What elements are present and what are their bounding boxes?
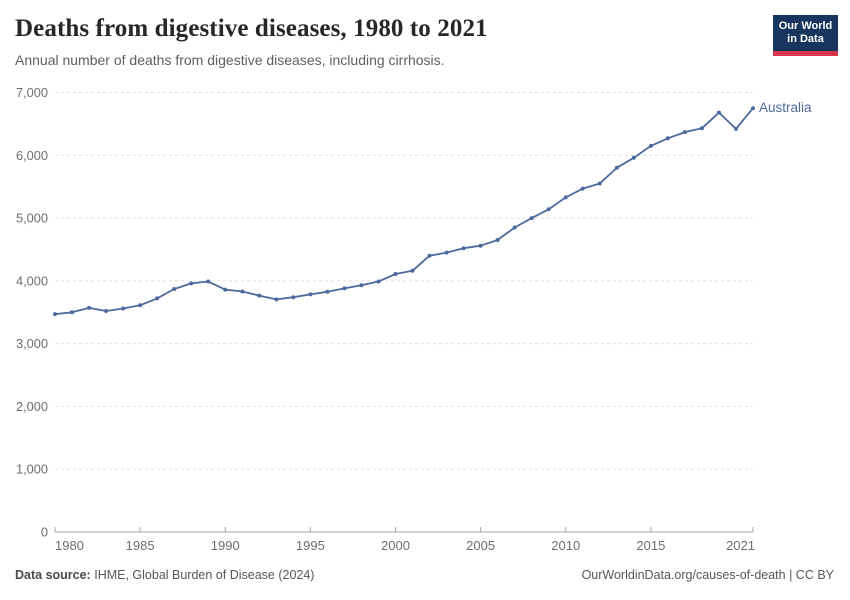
- data-point-marker: [665, 136, 670, 141]
- page-title: Deaths from digestive diseases, 1980 to …: [15, 15, 488, 42]
- australia-line-series: [54, 107, 754, 315]
- data-point-marker: [257, 293, 262, 298]
- x-tick-label: 1985: [126, 538, 155, 553]
- y-tick-label: 2,000: [16, 399, 48, 414]
- data-point-marker: [104, 309, 109, 313]
- data-point-marker: [342, 286, 347, 291]
- data-point-marker: [461, 246, 466, 251]
- x-tick-label: 2021: [726, 538, 755, 553]
- chart-header: Deaths from digestive diseases, 1980 to …: [15, 14, 838, 70]
- data-point-marker: [734, 126, 738, 131]
- credit-link[interactable]: OurWorldinData.org/causes-of-death | CC …: [581, 568, 834, 582]
- data-point-marker: [121, 306, 126, 311]
- data-point-marker: [87, 305, 91, 310]
- page-subtitle: Annual number of deaths from digestive d…: [15, 52, 445, 68]
- data-point-marker: [495, 238, 500, 242]
- data-point-marker: [648, 143, 653, 148]
- data-source-label: Data source:: [15, 568, 91, 582]
- data-point-marker: [376, 279, 381, 284]
- data-point-marker: [546, 207, 551, 212]
- data-point-marker: [206, 279, 211, 284]
- data-point-marker: [138, 303, 143, 308]
- x-tick-label: 2010: [551, 538, 580, 553]
- data-point-marker: [291, 295, 296, 300]
- data-point-marker: [751, 106, 755, 111]
- data-point-marker: [155, 296, 160, 301]
- data-point-marker: [359, 283, 364, 288]
- y-tick-label: 4,000: [16, 273, 48, 288]
- data-point-marker: [53, 312, 57, 317]
- data-point-marker: [189, 281, 194, 286]
- data-point-marker: [274, 297, 279, 302]
- data-point-marker: [444, 250, 449, 255]
- data-point-marker: [478, 243, 483, 248]
- y-tick-label: 6,000: [16, 148, 48, 163]
- chart-footer: Data source: IHME, Global Burden of Dise…: [15, 568, 834, 582]
- x-tick-label: 1980: [55, 538, 84, 553]
- data-point-marker: [325, 289, 330, 294]
- owid-logo[interactable]: Our World in Data: [773, 15, 838, 56]
- data-point-marker: [614, 165, 619, 170]
- data-point-marker: [580, 186, 585, 191]
- x-tick-label: 2015: [636, 538, 665, 553]
- y-tick-label: 1,000: [16, 462, 48, 477]
- data-point-marker: [410, 268, 415, 273]
- x-tick-label: 2000: [381, 538, 410, 553]
- x-tick-label: 1990: [211, 538, 240, 553]
- y-tick-label: 3,000: [16, 336, 48, 351]
- data-point-marker: [427, 253, 432, 258]
- x-tick-label: 1995: [296, 538, 325, 553]
- data-point-marker: [172, 287, 177, 291]
- series-label-australia[interactable]: Australia: [759, 100, 812, 115]
- data-point-marker: [70, 310, 74, 315]
- data-point-marker: [682, 130, 687, 135]
- data-source-value: IHME, Global Burden of Disease (2024): [94, 568, 315, 582]
- owid-logo-text: Our World in Data: [778, 20, 833, 45]
- data-point-marker: [393, 272, 398, 276]
- data-point-marker: [240, 289, 245, 294]
- y-tick-label: 0: [41, 525, 48, 540]
- data-point-marker: [631, 155, 636, 160]
- x-tick-label: 2005: [466, 538, 495, 553]
- data-point-marker: [717, 110, 721, 115]
- data-source-line[interactable]: Data source: IHME, Global Burden of Dise…: [15, 568, 314, 582]
- data-point-marker: [512, 225, 517, 230]
- data-point-marker: [597, 181, 602, 186]
- data-point-marker: [563, 195, 568, 200]
- y-tick-label: 7,000: [16, 85, 48, 100]
- data-point-marker: [529, 216, 534, 221]
- data-point-marker: [308, 292, 313, 297]
- data-point-marker: [699, 126, 704, 131]
- y-tick-label: 5,000: [16, 211, 48, 226]
- data-point-marker: [223, 287, 228, 292]
